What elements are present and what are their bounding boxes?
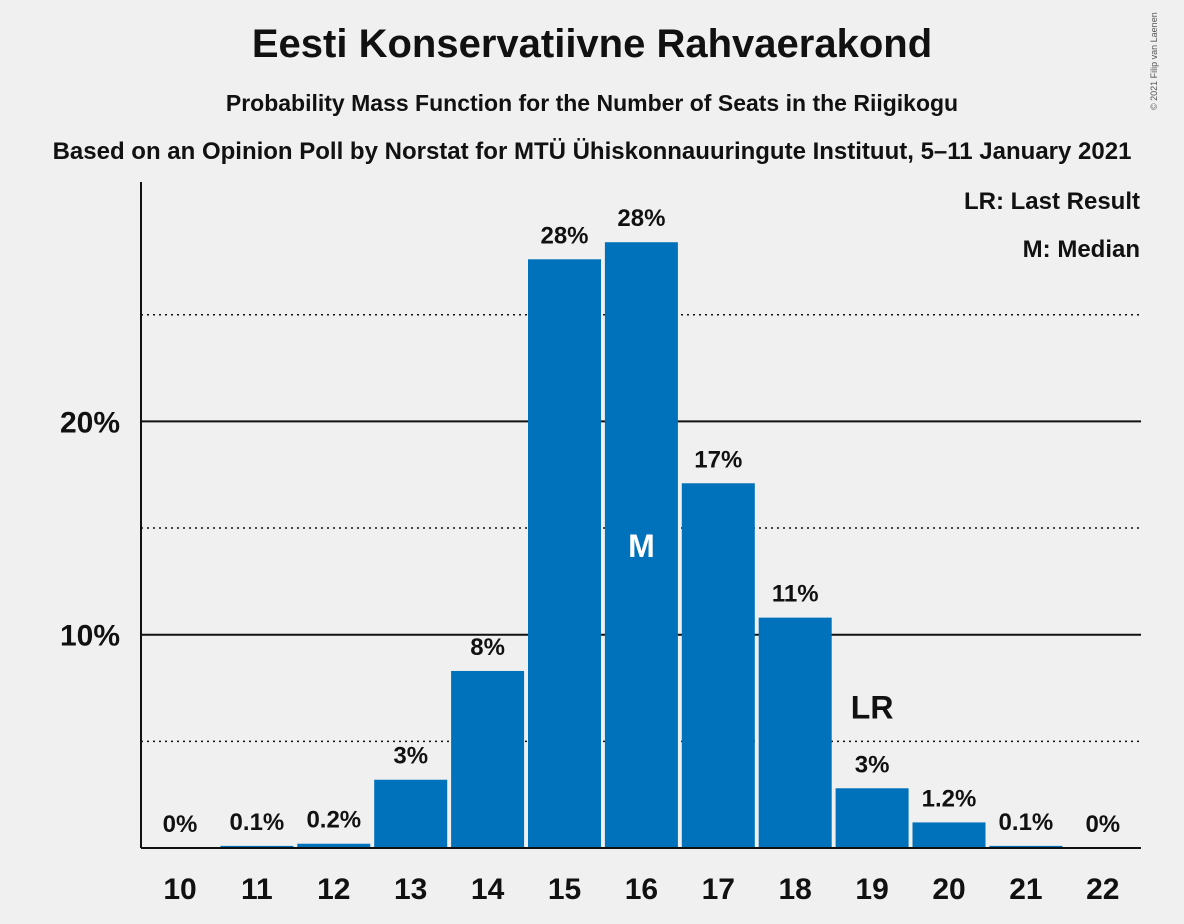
data-label-11: 0.1% [230, 809, 285, 836]
chart-source-line: Based on an Opinion Poll by Norstat for … [52, 138, 1132, 165]
data-label-13: 3% [393, 743, 428, 770]
x-tick-label: 14 [471, 873, 505, 906]
x-tick-label: 13 [394, 873, 427, 906]
y-tick-label: 10% [60, 620, 120, 653]
bar-16 [604, 242, 678, 848]
data-label-10: 0% [163, 811, 198, 838]
legend-last-result: LR: Last Result [964, 188, 1140, 215]
data-label-22: 0% [1085, 811, 1120, 838]
last-result-marker: LR [851, 689, 894, 725]
y-axis-ticks: 10% 20% [60, 406, 120, 652]
data-label-12: 0.2% [306, 807, 361, 834]
data-label-17: 17% [694, 446, 742, 473]
legend-median: M: Median [1023, 236, 1140, 263]
chart-title: Eesti Konservatiivne Rahvaerakond [251, 22, 933, 66]
x-tick-label: 21 [1009, 873, 1042, 906]
x-tick-label: 16 [625, 873, 658, 906]
bar-21 [989, 845, 1063, 848]
data-label-19: 3% [855, 751, 890, 778]
x-tick-label: 12 [317, 873, 350, 906]
bar-11 [220, 845, 294, 848]
x-tick-label: 19 [855, 873, 888, 906]
bar-13 [374, 779, 448, 848]
median-marker: M [628, 528, 655, 564]
x-tick-label: 20 [932, 873, 965, 906]
data-label-21: 0.1% [999, 809, 1054, 836]
bar-18 [758, 617, 832, 848]
bar-17 [681, 483, 755, 848]
x-tick-label: 15 [548, 873, 581, 906]
data-label-16: 28% [617, 205, 665, 232]
bar-19 [835, 788, 909, 848]
bar-14 [451, 670, 525, 848]
bars: 0% 0.1% 0.2% 3% 8% 28% 28% M 17% 11% 3% LR 1.2% 0.1% 0… [163, 205, 1120, 848]
x-tick-label: 10 [163, 873, 196, 906]
x-axis-ticks: 10 11 12 13 14 15 16 17 18 19 20 21 22 [163, 873, 1119, 906]
bar-20 [912, 822, 986, 848]
chart-subtitle: Probability Mass Function for the Number… [225, 90, 959, 116]
bar-15 [528, 259, 601, 848]
data-label-14: 8% [470, 634, 505, 661]
data-label-15: 28% [540, 222, 588, 249]
x-tick-label: 22 [1086, 873, 1119, 906]
bar-12 [297, 843, 371, 848]
y-tick-label: 20% [60, 406, 120, 439]
data-label-20: 1.2% [922, 785, 977, 812]
x-tick-label: 11 [241, 873, 273, 906]
x-tick-label: 18 [779, 873, 812, 906]
x-tick-label: 17 [702, 873, 735, 906]
data-label-18: 11% [772, 581, 819, 608]
